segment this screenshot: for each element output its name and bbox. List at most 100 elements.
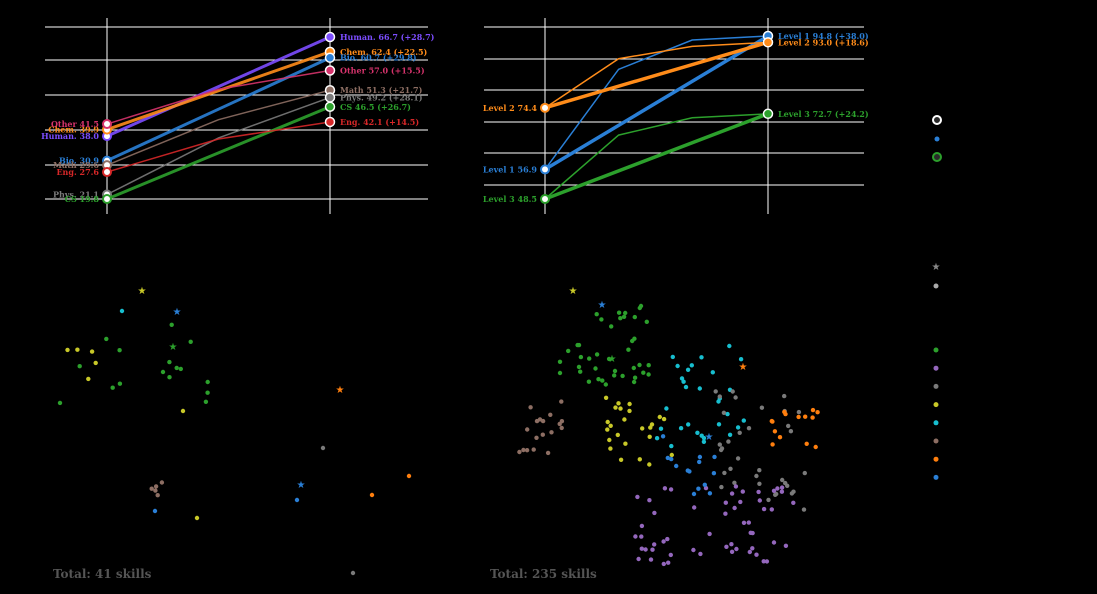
star-marker-icon: ★ bbox=[336, 385, 345, 396]
series-path-detail bbox=[544, 35, 769, 170]
skill-point bbox=[638, 303, 644, 309]
skill-point bbox=[646, 363, 651, 368]
skill-point bbox=[757, 498, 762, 503]
start-label: Phys. 21.1 bbox=[53, 190, 99, 200]
skill-point bbox=[576, 342, 582, 348]
skill-point bbox=[783, 543, 789, 548]
skill-point bbox=[729, 549, 735, 554]
skill-point bbox=[350, 570, 356, 576]
skill-point bbox=[528, 405, 533, 410]
skill-point bbox=[65, 347, 70, 353]
skill-point bbox=[670, 354, 675, 360]
series-path-detail bbox=[544, 113, 769, 200]
skill-point bbox=[406, 473, 412, 479]
skill-point bbox=[174, 365, 179, 371]
skill-point bbox=[711, 471, 717, 476]
skill-point bbox=[746, 426, 752, 431]
skill-point bbox=[727, 432, 733, 437]
legend-marker bbox=[934, 136, 940, 142]
skill-point bbox=[722, 470, 727, 476]
skill-point bbox=[640, 426, 645, 431]
end-label: Human. 66.7 (+28.7) bbox=[340, 32, 435, 42]
skill-point bbox=[613, 405, 618, 410]
panel-bottom-right-scatter: ★ ★ ★ ★ ★ bbox=[517, 286, 820, 567]
start-label: Human. 38.0 bbox=[41, 131, 99, 141]
skill-point bbox=[639, 534, 644, 539]
skill-point bbox=[605, 427, 610, 432]
skill-point bbox=[747, 549, 752, 555]
skill-point bbox=[730, 389, 735, 394]
star-marker-icon: ★ bbox=[169, 342, 178, 353]
skill-point bbox=[167, 375, 172, 380]
skill-point bbox=[149, 486, 154, 491]
skill-point bbox=[605, 419, 610, 425]
skill-point bbox=[679, 376, 685, 381]
end-point bbox=[324, 65, 336, 76]
skill-point bbox=[618, 406, 623, 411]
skill-point bbox=[626, 347, 631, 352]
end-label: Chem. 62.4 (+22.5) bbox=[340, 47, 428, 57]
start-label: Level 3 48.5 bbox=[483, 194, 537, 204]
skill-point bbox=[631, 365, 636, 371]
series-line bbox=[106, 105, 331, 201]
start-point bbox=[540, 164, 550, 175]
skill-point bbox=[576, 364, 582, 370]
end-point bbox=[324, 31, 336, 43]
skill-point bbox=[754, 473, 759, 479]
skill-point bbox=[683, 384, 689, 390]
skill-point bbox=[603, 382, 608, 387]
skill-point bbox=[203, 399, 209, 404]
start-label: Other 41.5 bbox=[51, 119, 99, 129]
skill-point bbox=[735, 425, 741, 430]
skill-point bbox=[707, 531, 712, 537]
skill-point bbox=[691, 491, 697, 497]
skill-point bbox=[618, 457, 624, 462]
skill-point bbox=[810, 407, 816, 413]
end-label: Level 3 72.7 (+24.2) bbox=[778, 109, 869, 119]
skill-point bbox=[779, 485, 785, 490]
skill-point bbox=[641, 370, 646, 375]
skill-point bbox=[741, 418, 746, 423]
skill-point bbox=[117, 381, 123, 386]
skill-point bbox=[637, 362, 642, 368]
end-label: Eng. 42.1 (+14.5) bbox=[340, 117, 419, 127]
skill-point bbox=[675, 363, 680, 369]
start-label: Chem. 39.9 bbox=[48, 125, 99, 135]
skill-point bbox=[578, 354, 584, 360]
legend-marker bbox=[933, 402, 939, 408]
skill-point bbox=[549, 430, 554, 435]
skill-point bbox=[738, 499, 743, 505]
skill-point bbox=[155, 493, 160, 498]
skill-point bbox=[815, 410, 820, 415]
series-line bbox=[106, 50, 331, 131]
skill-point bbox=[648, 425, 653, 430]
skill-point bbox=[734, 546, 739, 552]
start-label: CS 19.8 bbox=[65, 194, 100, 204]
skill-point bbox=[746, 520, 751, 525]
skill-point bbox=[724, 544, 729, 549]
series-line bbox=[106, 96, 331, 196]
skill-point bbox=[662, 486, 668, 491]
end-point bbox=[324, 52, 336, 63]
skill-point bbox=[802, 470, 807, 476]
skill-point bbox=[741, 520, 747, 525]
skill-point bbox=[188, 339, 193, 344]
star-marker-icon: ★ bbox=[739, 362, 748, 373]
skill-point bbox=[761, 559, 766, 564]
skill-point bbox=[557, 370, 563, 376]
end-point bbox=[762, 108, 774, 120]
star-marker-icon: ★ bbox=[932, 262, 941, 273]
skill-point bbox=[633, 534, 638, 539]
skill-point bbox=[152, 508, 158, 514]
skill-point bbox=[732, 480, 737, 485]
skill-point bbox=[665, 536, 670, 542]
skill-point bbox=[77, 364, 82, 369]
skill-point bbox=[773, 492, 778, 497]
start-label: Bio. 30.9 bbox=[59, 156, 99, 166]
skill-point bbox=[180, 408, 186, 414]
series-path-detail bbox=[544, 41, 769, 109]
end-label: CS 46.5 (+26.7) bbox=[340, 102, 411, 112]
skill-point bbox=[517, 449, 522, 455]
skill-point bbox=[369, 492, 375, 498]
